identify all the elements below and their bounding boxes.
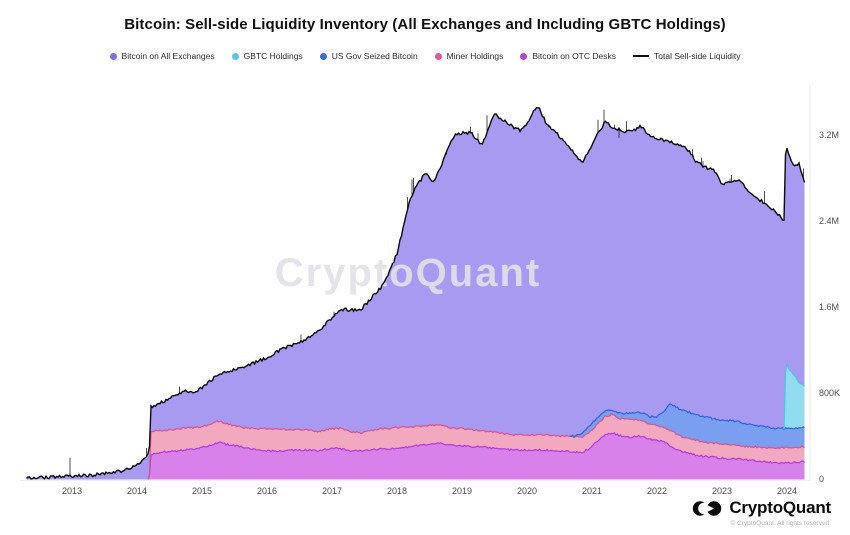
x-tick-label: 2024 (777, 486, 797, 496)
legend-dot (520, 52, 528, 60)
legend-item-gbtc-holdings[interactable]: GBTC Holdings (231, 51, 303, 61)
copyright-text: © CryptoQuant. All rights reserved. (730, 520, 831, 527)
x-tick-label: 2017 (322, 486, 342, 496)
y-tick-label: 3.2M (819, 130, 839, 140)
x-tick-label: 2022 (647, 486, 667, 496)
legend-item-us-gov-seized-bitcoin[interactable]: US Gov Seized Bitcoin (319, 51, 418, 61)
total-line (26, 106, 806, 481)
legend-label: US Gov Seized Bitcoin (331, 51, 418, 61)
legend-dot (319, 52, 327, 60)
legend-dot (109, 52, 117, 60)
x-tick-label: 2013 (62, 486, 82, 496)
line-us-gov-seized-bitcoin (569, 403, 805, 438)
line-miner-holdings (147, 412, 805, 480)
area-bitcoin-on-otc-desks (26, 433, 805, 480)
legend: Bitcoin on All Exchanges GBTC Holdings US … (0, 51, 850, 61)
legend-line-swatch (633, 55, 649, 57)
chart-title: Bitcoin: Sell-side Liquidity Inventory (… (124, 16, 726, 33)
legend-label: Bitcoin on OTC Desks (532, 51, 616, 61)
legend-label: Bitcoin on All Exchanges (121, 51, 215, 61)
legend-item-total-sell-side-liquidity[interactable]: Total Sell-side Liquidity (633, 51, 740, 61)
line-gbtc-holdings (783, 362, 805, 430)
logo-text: CryptoQuant (729, 498, 831, 517)
x-tick-label: 2021 (582, 486, 602, 496)
y-tick-label: 0 (819, 474, 824, 484)
y-tick-label: 800K (819, 388, 840, 398)
x-tick-label: 2018 (387, 486, 407, 496)
total-line-spikes (69, 109, 804, 475)
area-layers (26, 107, 805, 480)
legend-label: Total Sell-side Liquidity (654, 51, 741, 61)
x-tick-label: 2016 (257, 486, 277, 496)
y-tick-label: 2.4M (819, 216, 839, 226)
legend-label: Miner Holdings (446, 51, 504, 61)
boundary-lines (26, 106, 806, 481)
x-tick-label: 2019 (452, 486, 472, 496)
axes: 0 800K 1.6M 2.4M 3.2M 2013 2014 2015 2016 2017 201… (20, 85, 840, 496)
footer: CryptoQuant © CryptoQuant. All rights re… (692, 498, 831, 527)
cryptoquant-logo-icon (693, 500, 722, 516)
legend-dot (434, 52, 442, 60)
y-tick-label: 1.6M (819, 302, 839, 312)
x-tick-label: 2014 (127, 486, 147, 496)
area-miner-holdings (26, 413, 805, 480)
legend-item-bitcoin-on-otc-desks[interactable]: Bitcoin on OTC Desks (520, 51, 616, 61)
area-bitcoin-on-all-exchanges (26, 107, 805, 480)
legend-dot (231, 52, 239, 60)
line-bitcoin-on-otc-desks (147, 432, 805, 480)
legend-item-miner-holdings[interactable]: Miner Holdings (434, 51, 504, 61)
watermark-text: CryptoQuant (275, 251, 541, 295)
legend-item-bitcoin-on-all-exchanges[interactable]: Bitcoin on All Exchanges (109, 51, 215, 61)
cryptoquant-brand: CryptoQuant (692, 498, 831, 518)
x-tick-label: 2023 (712, 486, 732, 496)
x-tick-label: 2020 (517, 486, 537, 496)
legend-label: GBTC Holdings (243, 51, 303, 61)
x-tick-label: 2015 (192, 486, 212, 496)
